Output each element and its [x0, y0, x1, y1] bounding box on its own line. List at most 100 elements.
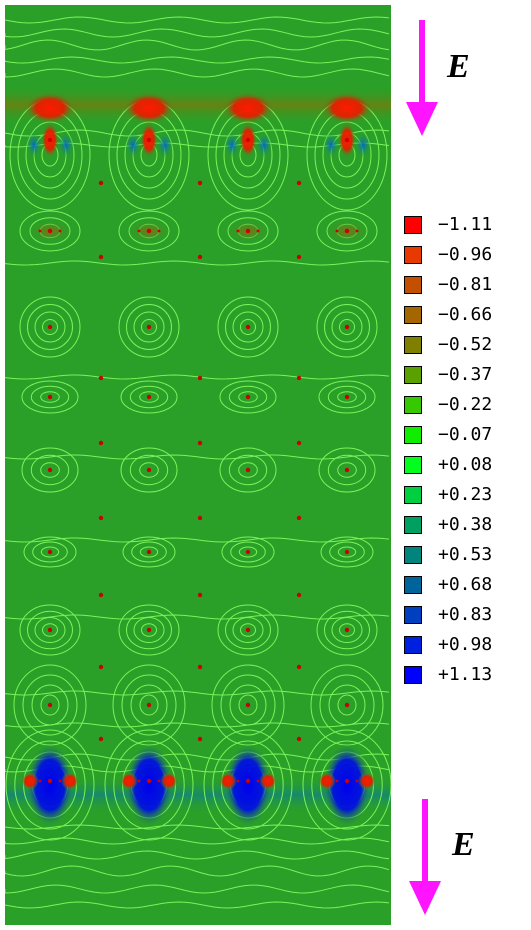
contour-loop: [339, 319, 355, 335]
atom-marker: [245, 702, 251, 708]
atom-marker: [146, 778, 152, 784]
atom-marker: [355, 229, 359, 233]
atom-marker: [344, 467, 350, 473]
legend-row: +0.23: [400, 486, 531, 506]
atom-marker: [47, 702, 53, 708]
legend-row: +0.53: [400, 546, 531, 566]
contour-line: [5, 374, 390, 380]
contour-loop: [30, 454, 70, 486]
contour-loop: [27, 610, 73, 650]
contour-loop: [139, 391, 159, 403]
atom-marker: [146, 549, 152, 555]
atom-marker: [296, 664, 302, 670]
legend-swatch: [404, 246, 422, 264]
contour-loop: [238, 462, 258, 478]
contour-loop: [141, 319, 157, 335]
contour-loop: [316, 604, 378, 656]
atom-marker: [98, 664, 104, 670]
positive-density-blob: [125, 743, 173, 827]
atom-marker: [146, 467, 152, 473]
atom-marker: [245, 549, 251, 555]
contour-line: [5, 454, 390, 460]
contour-loop: [328, 684, 366, 726]
contour-loop: [40, 546, 60, 558]
atom-marker: [344, 702, 350, 708]
negative-density-blob: [318, 772, 336, 790]
contour-loop: [318, 447, 376, 493]
contour-loop: [240, 319, 256, 335]
atom-marker: [146, 702, 152, 708]
contour-loop: [217, 296, 279, 358]
atom-marker: [296, 180, 302, 186]
atom-marker: [344, 627, 350, 633]
atom-marker: [335, 229, 339, 233]
legend-row: +0.08: [400, 456, 531, 476]
negative-density-blob: [358, 772, 376, 790]
contour-loop: [21, 380, 79, 414]
contour-loop: [331, 617, 363, 643]
legend-swatch: [404, 516, 422, 534]
legend-row: +1.13: [400, 666, 531, 686]
atom-markers: [38, 137, 359, 784]
legend-swatch: [404, 336, 422, 354]
contour-loop: [212, 740, 284, 830]
atom-marker: [236, 779, 240, 783]
contour-loop: [228, 385, 268, 409]
contour-loop: [337, 546, 357, 558]
atom-marker: [47, 324, 53, 330]
negative-density-blob: [120, 772, 138, 790]
legend-label: +0.23: [438, 484, 493, 505]
contour-loop: [130, 684, 168, 726]
contour-line: [5, 837, 390, 845]
contour-loop: [316, 296, 378, 358]
atom-marker: [245, 467, 251, 473]
atom-marker: [197, 592, 203, 598]
contour-loop: [40, 462, 60, 478]
atom-marker: [98, 440, 104, 446]
contour-loop: [220, 674, 276, 736]
atom-marker: [58, 229, 62, 233]
legend-swatch: [404, 606, 422, 624]
atom-marker: [157, 779, 161, 783]
atom-marker: [344, 324, 350, 330]
contour-loop: [219, 447, 277, 493]
contour-loop: [21, 447, 79, 493]
contour-line: [5, 16, 390, 24]
atom-marker: [344, 778, 350, 784]
density-blobs: [21, 92, 376, 827]
contour-loop: [319, 674, 375, 736]
positive-density-blob: [156, 131, 174, 159]
atom-marker: [344, 549, 350, 555]
positive-density-blob: [323, 743, 371, 827]
contour-loop: [5, 729, 95, 841]
negative-density-blob: [321, 92, 373, 124]
contour-loop: [118, 296, 180, 358]
contour-loop: [240, 623, 256, 637]
atom-marker: [245, 228, 251, 234]
contour-loop: [126, 304, 172, 350]
contour-loop: [238, 694, 258, 716]
atom-marker: [296, 515, 302, 521]
atom-marker: [58, 779, 62, 783]
contour-loop: [104, 729, 194, 841]
atom-marker: [146, 137, 152, 143]
contour-loop: [139, 462, 159, 478]
atom-marker: [137, 779, 141, 783]
contour-line: [5, 537, 390, 543]
legend-swatch: [404, 576, 422, 594]
contour-loop: [126, 610, 172, 650]
legend-label: −0.81: [438, 274, 493, 295]
contour-loop: [337, 462, 357, 478]
legend-label: −1.11: [438, 214, 493, 235]
contour-loop: [337, 391, 357, 403]
positive-density-blob: [25, 131, 43, 159]
atom-marker: [245, 778, 251, 784]
contour-loop: [129, 454, 169, 486]
legend-label: +0.83: [438, 604, 493, 625]
contour-loop: [133, 311, 165, 343]
contour-loop: [141, 623, 157, 637]
contour-loop: [327, 385, 367, 409]
legend-label: +0.53: [438, 544, 493, 565]
contour-loop: [311, 740, 383, 830]
contour-line: [5, 28, 390, 38]
